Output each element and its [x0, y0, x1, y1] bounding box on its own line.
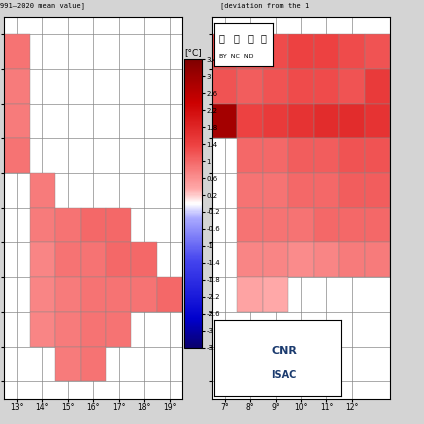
Bar [212, 104, 237, 138]
Bar [55, 346, 81, 381]
Bar [237, 243, 263, 277]
Bar [263, 173, 288, 208]
Bar [314, 208, 339, 243]
Bar [30, 243, 55, 277]
Bar [55, 312, 81, 346]
Bar [314, 173, 339, 208]
Bar [339, 69, 365, 104]
Bar [314, 138, 339, 173]
Bar [131, 243, 157, 277]
Bar [106, 312, 131, 346]
Bar [81, 312, 106, 346]
Bar [131, 277, 157, 312]
Text: Ⓒ: Ⓒ [219, 33, 225, 43]
Bar [339, 138, 365, 173]
Bar [237, 34, 263, 69]
Bar [339, 104, 365, 138]
Bar [288, 208, 314, 243]
Bar [365, 69, 390, 104]
Bar [81, 208, 106, 243]
Bar [237, 69, 263, 104]
Bar [4, 34, 30, 69]
Bar [314, 243, 339, 277]
Bar [4, 69, 30, 104]
Bar [263, 277, 288, 312]
Bar [339, 208, 365, 243]
Bar [365, 34, 390, 69]
Bar [55, 277, 81, 312]
Bar [339, 34, 365, 69]
Text: Ⓘ: Ⓘ [233, 33, 239, 43]
Bar [365, 104, 390, 138]
Bar [263, 104, 288, 138]
Bar [339, 173, 365, 208]
Bar [106, 243, 131, 277]
Bar [55, 208, 81, 243]
Bar [288, 243, 314, 277]
Bar [365, 138, 390, 173]
Bar [365, 173, 390, 208]
Text: Ⓝ: Ⓝ [260, 33, 266, 43]
Bar [365, 243, 390, 277]
Bar [30, 208, 55, 243]
Text: BY  NC  ND: BY NC ND [219, 54, 254, 59]
Text: 991–2020 mean value]: 991–2020 mean value] [0, 2, 85, 9]
Bar [237, 277, 263, 312]
Bar [263, 34, 288, 69]
Bar [81, 277, 106, 312]
Bar [314, 69, 339, 104]
Bar [157, 277, 182, 312]
Bar [55, 243, 81, 277]
Bar [212, 69, 237, 104]
Bar [106, 277, 131, 312]
Bar [263, 69, 288, 104]
Bar [106, 208, 131, 243]
Text: Ⓢ: Ⓢ [247, 33, 253, 43]
Text: ISAC: ISAC [271, 370, 297, 380]
Bar [81, 346, 106, 381]
Bar [30, 277, 55, 312]
Bar [314, 34, 339, 69]
Bar [339, 243, 365, 277]
Title: [°C]: [°C] [184, 48, 202, 57]
Bar [212, 34, 237, 69]
Bar [4, 104, 30, 138]
Bar [288, 34, 314, 69]
Bar [237, 104, 263, 138]
Bar [288, 69, 314, 104]
Text: CNR: CNR [271, 346, 297, 356]
Bar [365, 208, 390, 243]
Bar [30, 173, 55, 208]
Bar [237, 173, 263, 208]
Bar [288, 173, 314, 208]
Bar [81, 243, 106, 277]
Bar [314, 104, 339, 138]
Bar [4, 138, 30, 173]
Text: [deviation from the 1: [deviation from the 1 [220, 2, 310, 9]
Bar [30, 312, 55, 346]
Bar [288, 104, 314, 138]
Bar [263, 243, 288, 277]
Bar [237, 208, 263, 243]
Bar [263, 208, 288, 243]
Bar [288, 138, 314, 173]
Bar [263, 138, 288, 173]
Bar [237, 138, 263, 173]
